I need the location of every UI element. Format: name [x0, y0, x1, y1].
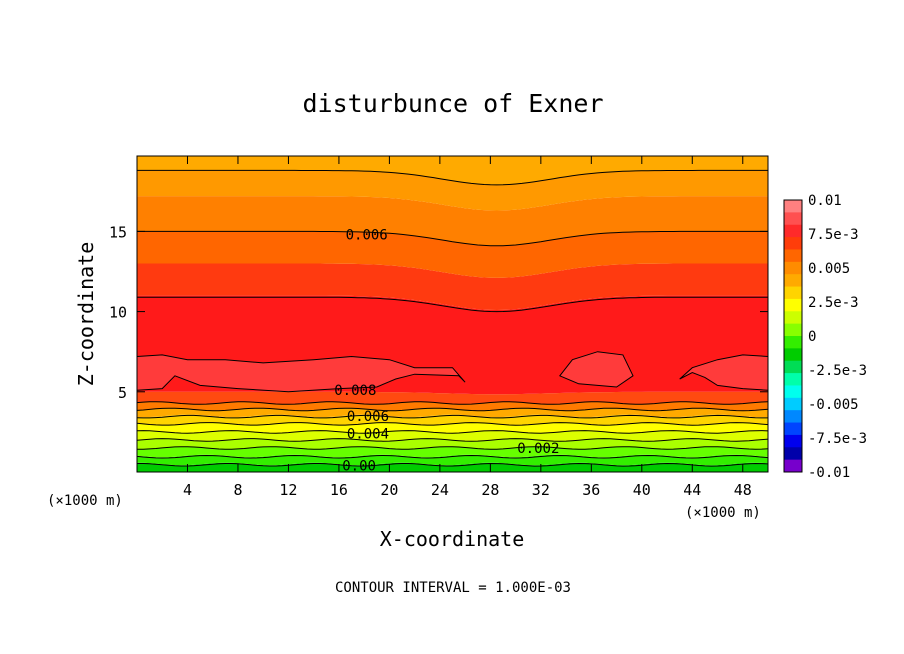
- colorbar-swatch: [784, 360, 802, 374]
- colorbar-swatch: [784, 410, 802, 424]
- colorbar-swatch: [784, 348, 802, 362]
- contour-band: [137, 231, 768, 278]
- x-tick-label: 32: [532, 481, 550, 499]
- colorbar-swatch: [784, 397, 802, 411]
- contour-line: [137, 296, 768, 313]
- colorbar-swatch: [784, 311, 802, 325]
- colorbar-swatch: [784, 224, 802, 238]
- colorbar-swatch: [784, 274, 802, 288]
- x-tick-label: 28: [481, 481, 499, 499]
- maximum-region: [679, 354, 768, 391]
- colorbar-swatch: [784, 336, 802, 349]
- colorbar-swatch: [784, 323, 802, 337]
- contour-fill-blobs: [137, 351, 768, 393]
- contour-band: [137, 170, 768, 211]
- contour-labels: 0.006 0.008 0.006 0.004 0.002 0.00: [334, 228, 559, 475]
- contour-label: 0.002: [517, 441, 559, 457]
- x-unit-right: (×1000 m): [685, 505, 761, 521]
- x-axis-ticks: 4 8 12 16 20 24 28 32 36 40 44 48: [183, 156, 752, 499]
- contour-band: [137, 454, 768, 466]
- contour-band: [137, 391, 768, 405]
- contour-line: [137, 422, 768, 426]
- contour-label: 0.006: [346, 228, 388, 244]
- contour-line: [137, 446, 768, 450]
- colorbar-tick-label: 7.5e-3: [808, 227, 859, 243]
- y-axis-label: Z-coordinate: [74, 242, 98, 387]
- colorbar-swatch: [784, 385, 802, 399]
- contour-band: [137, 263, 768, 310]
- contour-line: [137, 401, 768, 405]
- contour-label: 0.008: [334, 383, 376, 399]
- y-tick-label: 5: [118, 384, 127, 402]
- contour-label: 0.004: [347, 427, 389, 443]
- colorbar-tick-label: 0.005: [808, 261, 850, 277]
- colorbar-swatch: [784, 286, 802, 300]
- chart-title: disturbunce of Exner: [302, 89, 603, 118]
- x-tick-label: 20: [380, 481, 398, 499]
- contour-line: [137, 438, 768, 442]
- contour-band: [137, 156, 768, 185]
- contour-band: [137, 196, 768, 246]
- maximum-region: [559, 351, 634, 388]
- colorbar-tick-label: 2.5e-3: [808, 295, 859, 311]
- contour-band: [137, 446, 768, 458]
- y-axis-ticks: 5 10 15: [109, 223, 768, 402]
- x-tick-label: 36: [582, 481, 600, 499]
- colorbar-swatch: [784, 447, 802, 461]
- x-tick-label: 8: [233, 481, 242, 499]
- colorbar-swatch: [784, 459, 802, 473]
- colorbar-swatch: [784, 200, 802, 213]
- contour-line: [137, 169, 768, 186]
- y-tick-label: 10: [109, 304, 127, 322]
- contour-label: 0.006: [347, 409, 389, 425]
- y-tick-label: 15: [109, 223, 127, 241]
- contour-fill-bands: [137, 156, 768, 472]
- colorbar-tick-label: -7.5e-3: [808, 431, 867, 447]
- contour-line: [137, 454, 768, 459]
- colorbar-tick-labels: 0.01 7.5e-3 0.005 2.5e-3 0 -2.5e-3 -0.005 -7.5e…: [808, 193, 867, 481]
- colorbar-swatch: [784, 237, 802, 250]
- x-tick-label: 24: [431, 481, 449, 499]
- colorbar-swatch: [784, 261, 802, 275]
- colorbar: [783, 199, 803, 473]
- colorbar-swatch: [784, 434, 802, 448]
- maximum-region: [137, 354, 466, 393]
- contour-band: [137, 401, 768, 411]
- x-axis-label: X-coordinate: [380, 527, 525, 551]
- colorbar-swatch: [784, 249, 802, 263]
- contour-line: [137, 414, 768, 419]
- contour-band: [137, 408, 768, 418]
- x-tick-label: 44: [683, 481, 701, 499]
- x-tick-label: 40: [633, 481, 651, 499]
- colorbar-swatch: [784, 373, 802, 386]
- colorbar-swatch: [784, 212, 802, 226]
- colorbar-tick-label: 0.01: [808, 193, 842, 209]
- colorbar-swatch: [784, 298, 802, 312]
- contour-line: [137, 230, 768, 247]
- x-tick-label: 16: [330, 481, 348, 499]
- x-unit-left: (×1000 m): [47, 493, 123, 509]
- x-tick-label: 12: [279, 481, 297, 499]
- colorbar-swatch: [784, 422, 802, 436]
- x-tick-label: 4: [183, 481, 192, 499]
- plot-frame: [136, 155, 769, 473]
- contour-lines: [137, 169, 768, 467]
- colorbar-frame: [783, 199, 803, 473]
- contour-line: [137, 430, 768, 434]
- colorbar-tick-label: -0.01: [808, 465, 850, 481]
- contour-line: [137, 462, 768, 467]
- contour-line: [137, 407, 768, 412]
- colorbar-tick-label: 0: [808, 329, 816, 345]
- colorbar-tick-label: -0.005: [808, 397, 859, 413]
- contour-label: 0.00: [342, 459, 376, 475]
- x-tick-label: 48: [734, 481, 752, 499]
- contour-interval-note: CONTOUR INTERVAL = 1.000E-03: [335, 580, 571, 596]
- colorbar-tick-label: -2.5e-3: [808, 363, 867, 379]
